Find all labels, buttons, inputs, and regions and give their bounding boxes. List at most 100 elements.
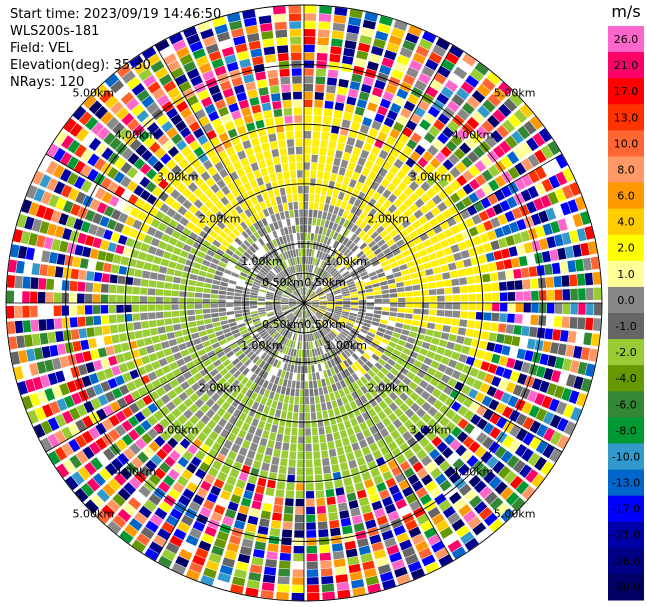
range-gate xyxy=(306,310,310,318)
range-gate xyxy=(427,282,436,289)
range-gate xyxy=(314,348,319,357)
range-gate xyxy=(483,470,496,484)
range-gate xyxy=(360,385,369,395)
range-gate xyxy=(400,163,411,174)
range-gate xyxy=(312,265,316,274)
range-gate xyxy=(464,136,477,150)
range-gate xyxy=(340,200,348,210)
range-gate xyxy=(408,266,417,274)
range-gate xyxy=(414,144,426,156)
range-gate xyxy=(413,303,422,308)
range-gate xyxy=(449,439,461,451)
range-gate xyxy=(339,318,347,324)
range-gate xyxy=(327,265,333,273)
range-gate xyxy=(377,131,388,142)
range-gate xyxy=(552,329,561,341)
range-gate xyxy=(444,184,455,196)
range-gate xyxy=(310,257,314,265)
range-gate xyxy=(544,328,554,340)
range-gate xyxy=(516,218,527,231)
range-gate xyxy=(413,359,423,369)
range-gate xyxy=(317,210,323,219)
range-gate xyxy=(418,38,433,51)
range-gate xyxy=(338,254,346,262)
range-gate xyxy=(432,138,444,151)
range-gate xyxy=(450,224,461,235)
range-gate xyxy=(315,68,327,77)
range-gate xyxy=(340,246,348,254)
range-gate xyxy=(304,130,312,139)
range-gate xyxy=(339,284,348,289)
range-gate xyxy=(368,208,377,217)
range-gate xyxy=(379,571,394,582)
range-gate xyxy=(427,144,439,156)
range-gate xyxy=(572,244,582,258)
range-gate xyxy=(386,110,398,121)
range-gate xyxy=(312,324,317,332)
range-gate xyxy=(397,258,406,266)
range-gate xyxy=(364,478,375,489)
range-gate xyxy=(397,297,406,303)
range-gate xyxy=(330,268,337,275)
info-panel: Start time: 2023/09/19 14:46:50 WLS200s-… xyxy=(10,6,221,91)
range-gate xyxy=(355,217,363,227)
range-gate xyxy=(383,350,392,358)
range-gate xyxy=(356,347,365,355)
range-gate xyxy=(326,237,332,246)
range-gate xyxy=(318,251,323,259)
range-gate xyxy=(471,214,482,225)
range-gate xyxy=(409,230,419,240)
range-gate xyxy=(326,295,335,298)
range-gate xyxy=(371,120,382,131)
range-gate xyxy=(329,367,336,376)
range-gate xyxy=(507,166,520,180)
range-gate xyxy=(513,192,525,206)
range-gate xyxy=(507,303,516,312)
range-gate xyxy=(488,262,497,272)
range-gate xyxy=(392,332,401,339)
range-gate xyxy=(462,183,474,195)
range-gate xyxy=(397,152,409,163)
range-gate xyxy=(304,303,312,305)
range-gate xyxy=(339,235,346,244)
range-gate xyxy=(364,177,374,187)
range-gate xyxy=(304,287,306,296)
range-gate xyxy=(330,318,338,324)
range-gate xyxy=(386,238,396,247)
range-gate xyxy=(380,124,391,135)
range-gate xyxy=(345,169,354,179)
range-gate xyxy=(433,72,447,85)
range-gate xyxy=(505,135,518,149)
range-gate xyxy=(306,310,311,318)
range-gate xyxy=(333,289,341,293)
range-gate xyxy=(491,353,501,364)
range-gate xyxy=(438,189,449,201)
range-gate xyxy=(413,209,424,219)
range-gate xyxy=(579,211,591,225)
range-gate xyxy=(315,312,322,319)
range-gate xyxy=(310,341,314,349)
range-gate xyxy=(580,378,592,392)
range-gate xyxy=(356,50,369,60)
range-gate xyxy=(365,335,374,342)
range-gate xyxy=(569,360,580,374)
range-gate xyxy=(373,474,384,485)
range-gate xyxy=(311,324,316,333)
range-gate xyxy=(391,447,402,458)
range-gate xyxy=(314,275,320,283)
range-gate xyxy=(396,170,406,181)
range-gate xyxy=(362,428,372,439)
range-gate xyxy=(539,303,547,314)
range-gate xyxy=(373,404,383,414)
range-gate xyxy=(338,134,347,144)
range-gate xyxy=(393,198,403,208)
range-gate xyxy=(399,402,410,413)
range-gate xyxy=(451,351,461,361)
range-gate xyxy=(318,268,324,276)
range-gate xyxy=(478,210,489,222)
range-gate xyxy=(326,275,333,282)
range-gate xyxy=(506,455,520,469)
range-gate xyxy=(426,322,436,330)
range-gate xyxy=(304,83,314,92)
range-gate xyxy=(351,245,359,253)
